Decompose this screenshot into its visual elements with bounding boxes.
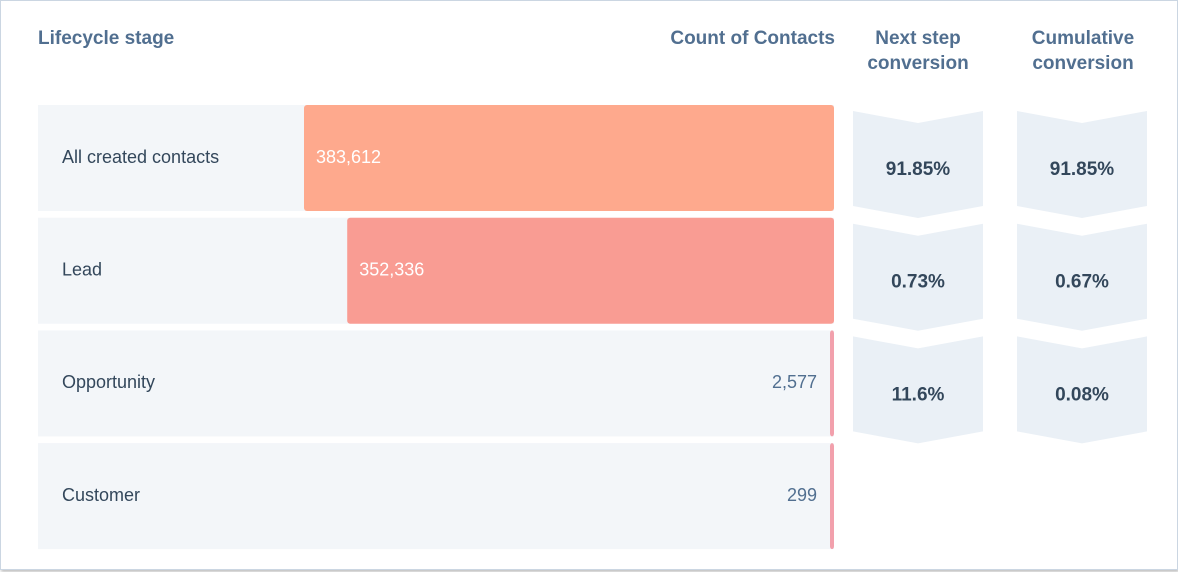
conversion-label: 0.73%	[891, 272, 945, 293]
value-label: 2,577	[772, 372, 817, 392]
bar	[304, 105, 834, 211]
bar	[347, 217, 834, 324]
bar	[830, 443, 834, 550]
conversion-label: 0.08%	[1055, 384, 1109, 405]
stage-label: Customer	[62, 485, 140, 505]
row-background	[38, 443, 834, 550]
conversion-chevron	[1017, 111, 1147, 218]
conversion-label: 91.85%	[1050, 159, 1115, 180]
conversion-label: 91.85%	[886, 159, 951, 180]
next-step-header: Next step conversion	[867, 28, 969, 74]
stage-label: All created contacts	[62, 147, 219, 167]
cumulative-header: Cumulative conversion	[1031, 28, 1135, 74]
stage-label: Lead	[62, 259, 102, 279]
row-background	[38, 330, 834, 437]
conversion-label: 11.6%	[892, 384, 945, 405]
bar	[830, 330, 834, 437]
conversion-chevron	[1017, 223, 1147, 331]
value-label: 383,612	[316, 147, 381, 167]
conversion-chevron	[853, 111, 983, 218]
conversion-chevron	[853, 336, 983, 444]
conversion-label: 0.67%	[1055, 272, 1109, 293]
stage-label: Opportunity	[62, 372, 155, 392]
value-label: 352,336	[359, 259, 424, 279]
count-header: Count of Contacts	[670, 28, 835, 49]
conversion-chevron	[1017, 336, 1147, 444]
conversion-chevron	[853, 223, 983, 331]
stage-header: Lifecycle stage	[38, 28, 175, 49]
value-label: 299	[787, 485, 817, 505]
